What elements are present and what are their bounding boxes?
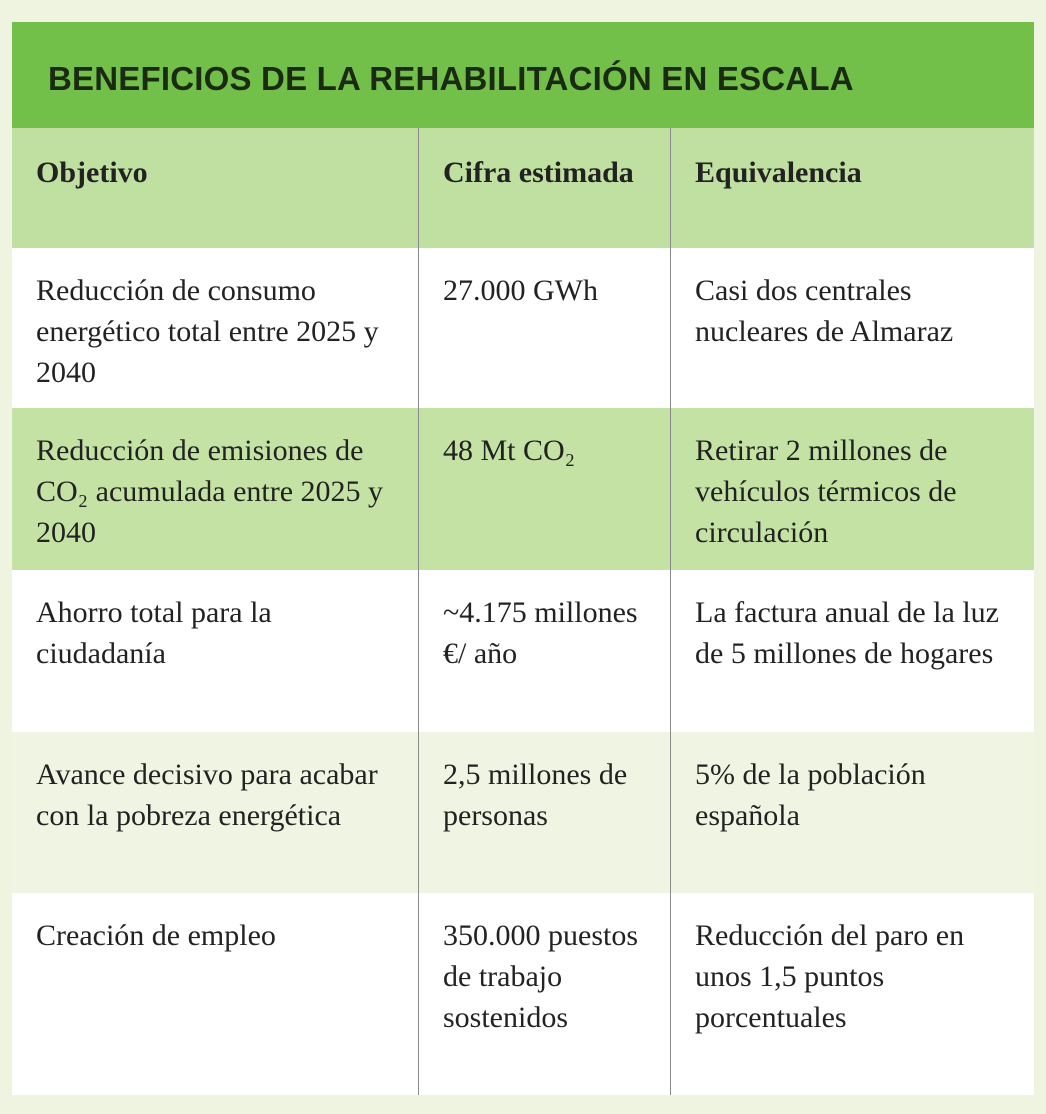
table-cell: Reducción del paro en unos 1,5 puntos po… xyxy=(670,893,1034,1095)
table-cell: 350.000 puestos de trabajo sostenidos xyxy=(418,893,670,1095)
table-cell: La factura anual de la luz de 5 millones… xyxy=(670,570,1034,732)
table-cell: Creación de empleo xyxy=(12,893,418,1095)
table-cell: ~4.175 millones €/ año xyxy=(418,570,670,732)
table-cell: Reducción de emisiones de CO₂ acumulada … xyxy=(12,408,418,570)
table-card: BENEFICIOS DE LA REHABILITACIÓN EN ESCAL… xyxy=(12,22,1034,1095)
header-cell: Cifra estimada xyxy=(418,128,670,248)
table-cell: 27.000 GWh xyxy=(418,248,670,408)
header-cell: Equivalencia xyxy=(670,128,1034,248)
header-cell: Objetivo xyxy=(12,128,418,248)
table-cell: 5% de la población española xyxy=(670,732,1034,893)
table-cell: Ahorro total para la ciudadanía xyxy=(12,570,418,732)
table-cell: Reducción de consumo energético total en… xyxy=(12,248,418,408)
table: Objetivo Cifra estimada Equivalencia Reducc… xyxy=(12,128,1034,1095)
table-cell: 2,5 millones de personas xyxy=(418,732,670,893)
table-cell: Casi dos centrales nucleares de Almaraz xyxy=(670,248,1034,408)
title-bar: BENEFICIOS DE LA REHABILITACIÓN EN ESCAL… xyxy=(12,22,1034,128)
table-cell: 48 Mt CO₂ xyxy=(418,408,670,570)
table-cell: Retirar 2 millones de vehículos térmicos… xyxy=(670,408,1034,570)
table-cell: Avance decisivo para acabar con la pobre… xyxy=(12,732,418,893)
title: BENEFICIOS DE LA REHABILITACIÓN EN ESCAL… xyxy=(48,60,854,97)
